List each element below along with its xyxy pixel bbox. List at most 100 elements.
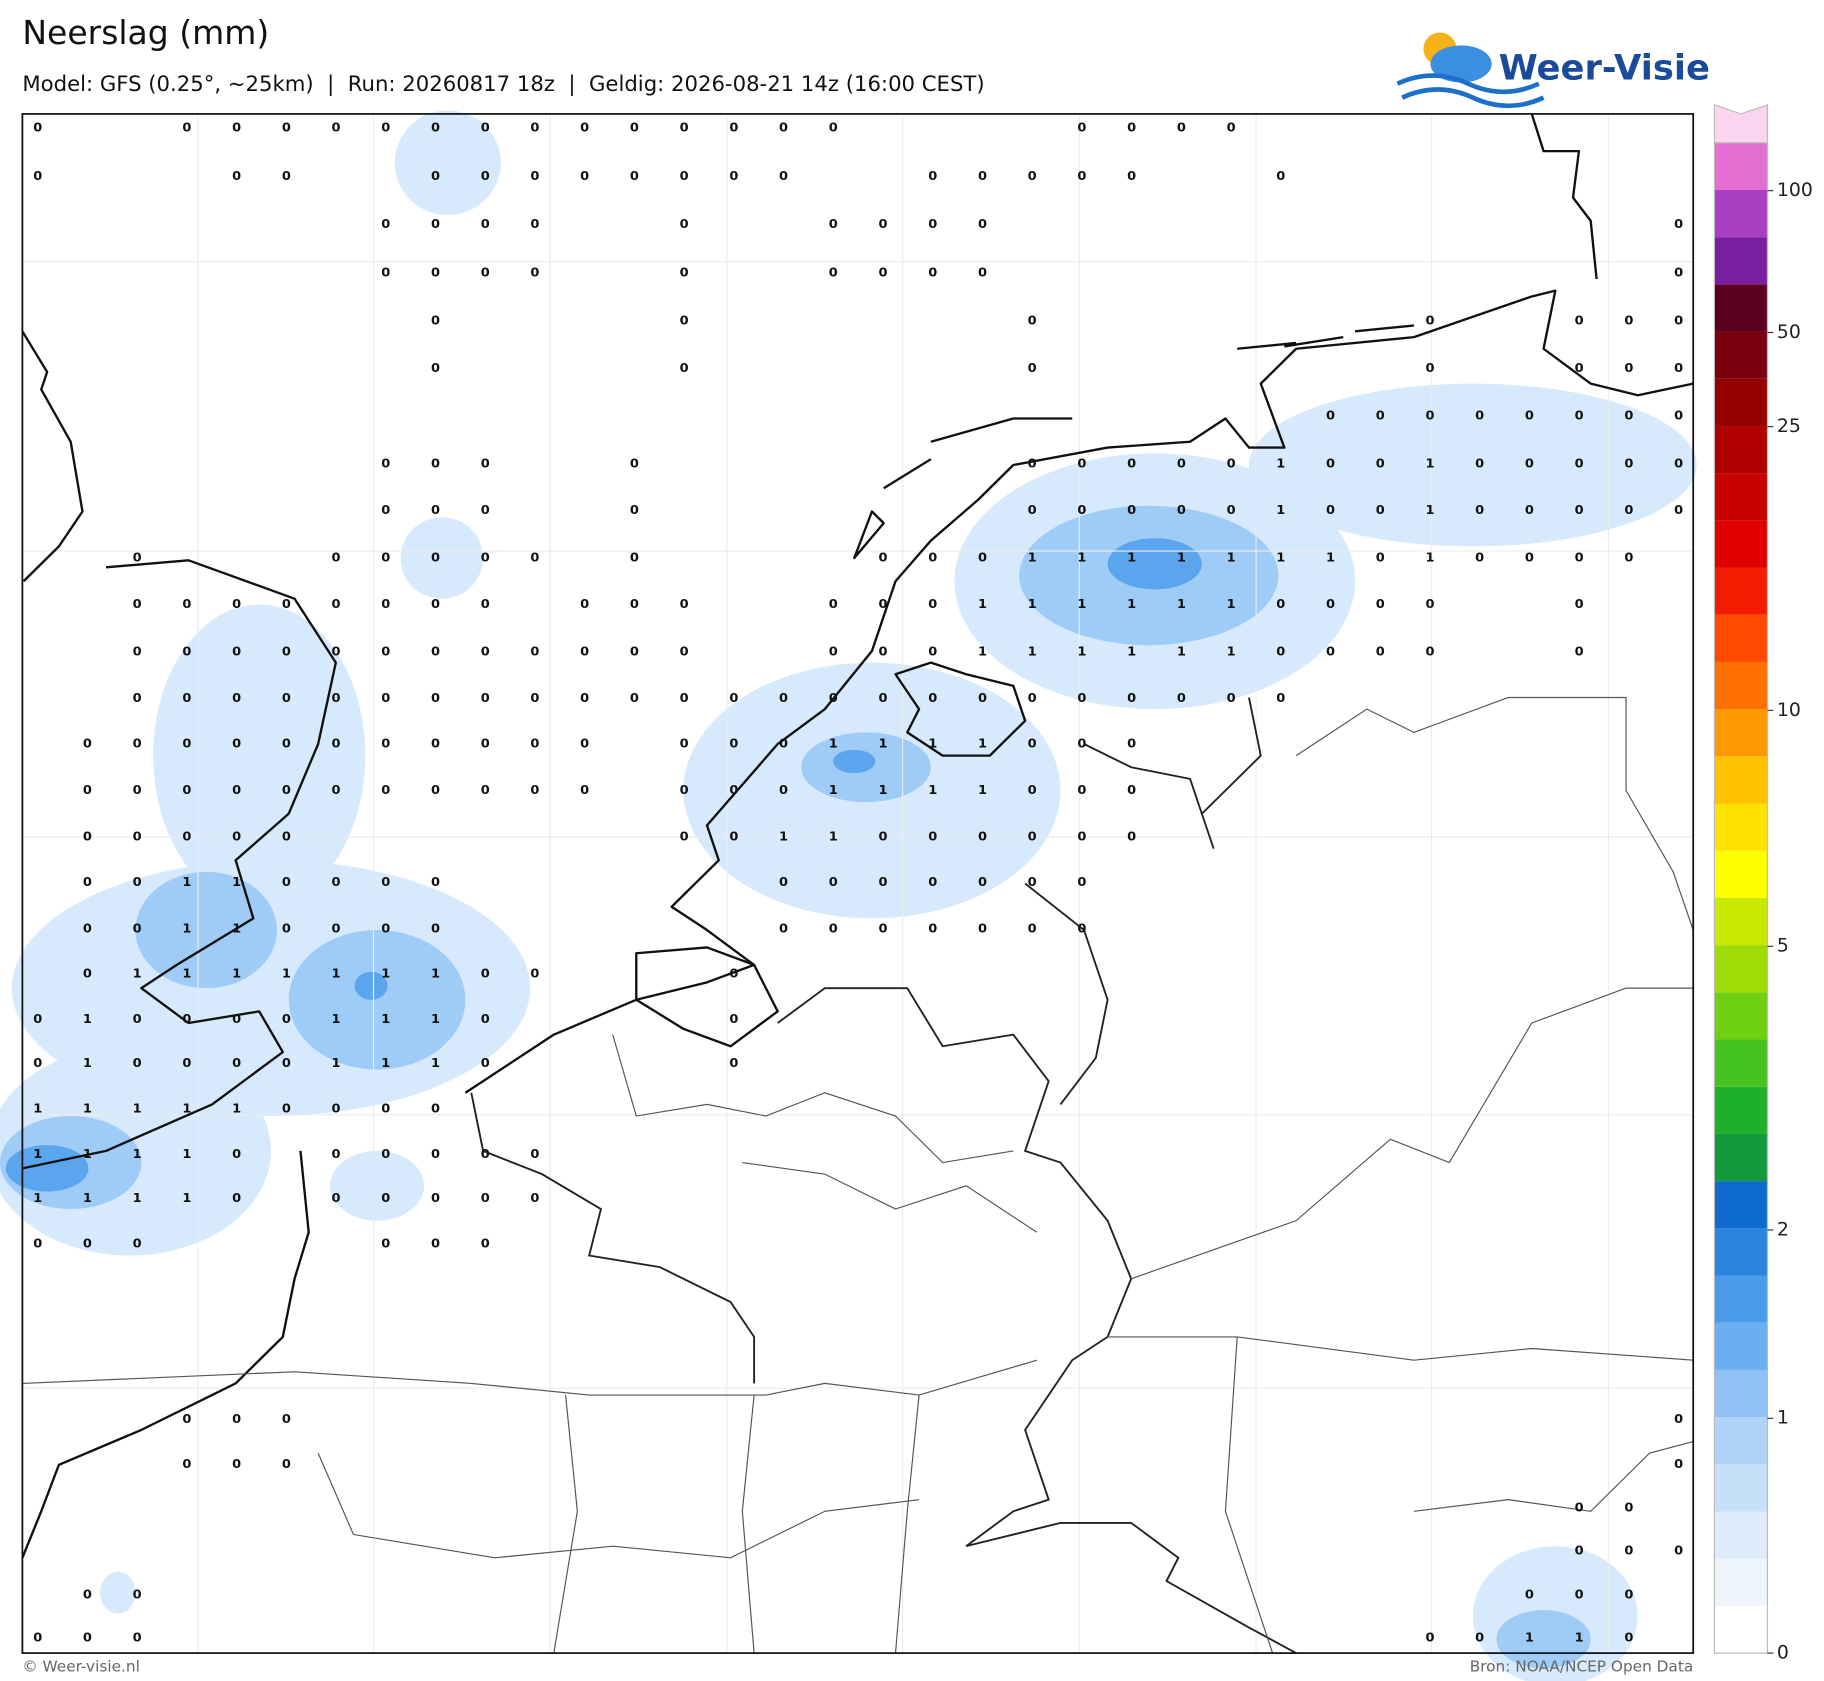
precip-value: 0 — [729, 737, 738, 752]
precip-value: 1 — [1127, 645, 1136, 660]
precip-area — [354, 971, 388, 1000]
precip-value: 0 — [779, 783, 788, 798]
precip-value: 0 — [978, 217, 987, 232]
precip-value: 0 — [580, 120, 589, 135]
precip-value: 0 — [928, 551, 937, 566]
precip-value: 0 — [381, 456, 390, 471]
precip-value: 1 — [182, 921, 191, 936]
precip-value: 0 — [332, 783, 341, 798]
precip-value: 0 — [729, 830, 738, 845]
precip-value: 0 — [680, 783, 689, 798]
colorbar-segment — [1714, 189, 1768, 238]
precip-value: 0 — [133, 830, 142, 845]
precip-value: 0 — [381, 266, 390, 281]
precip-value: 0 — [1425, 361, 1434, 376]
precip-value: 1 — [1575, 1631, 1584, 1646]
precip-value: 0 — [779, 120, 788, 135]
precip-value: 1 — [1127, 551, 1136, 566]
precip-value: 0 — [33, 1056, 42, 1071]
precip-value: 0 — [282, 737, 291, 752]
precip-value: 0 — [481, 120, 490, 135]
precip-value: 0 — [879, 551, 888, 566]
logo-cloud — [1430, 45, 1492, 83]
precip-value: 1 — [1177, 597, 1186, 612]
precip-value: 1 — [182, 875, 191, 890]
precip-value: 0 — [381, 921, 390, 936]
precip-value: 0 — [1077, 503, 1086, 518]
precip-value: 0 — [1077, 921, 1086, 936]
precip-value: 0 — [381, 1236, 390, 1251]
precip-value: 0 — [431, 120, 440, 135]
precip-value: 0 — [1575, 551, 1584, 566]
colorbar-segment — [1714, 850, 1768, 898]
precip-value: 0 — [530, 967, 539, 982]
precip-value: 0 — [481, 645, 490, 660]
precip-value: 0 — [1674, 361, 1683, 376]
precip-value: 0 — [530, 1191, 539, 1206]
island-shore — [1237, 324, 1415, 350]
precip-value: 0 — [431, 1236, 440, 1251]
precip-value: 0 — [431, 737, 440, 752]
regional-borders — [22, 696, 1694, 1654]
colorbar-segment — [1714, 1275, 1768, 1323]
precip-value: 0 — [232, 783, 241, 798]
precip-value: 0 — [481, 691, 490, 706]
precip-value: 1 — [1227, 551, 1236, 566]
colorbar-segment — [1714, 614, 1768, 662]
colorbar-segment — [1714, 425, 1768, 474]
precip-value: 0 — [1624, 409, 1633, 424]
precip-value: 0 — [133, 737, 142, 752]
precip-area — [394, 110, 501, 216]
precip-value: 1 — [133, 967, 142, 982]
precip-value: 0 — [1624, 361, 1633, 376]
colorbar-segment — [1714, 756, 1768, 804]
precip-value: 0 — [779, 921, 788, 936]
precip-value: 0 — [779, 691, 788, 706]
precip-value: 0 — [332, 1102, 341, 1117]
precip-value: 0 — [381, 875, 390, 890]
precip-value: 0 — [1077, 120, 1086, 135]
precip-value: 0 — [1376, 597, 1385, 612]
precip-value: 1 — [1425, 551, 1434, 566]
precip-value: 0 — [580, 737, 589, 752]
precip-value: 0 — [1624, 313, 1633, 328]
precip-value: 0 — [680, 169, 689, 184]
precip-value: 0 — [1674, 266, 1683, 281]
precip-value: 0 — [83, 830, 92, 845]
precip-value: 0 — [1177, 691, 1186, 706]
precip-value: 0 — [1624, 1543, 1633, 1558]
precip-value: 0 — [481, 737, 490, 752]
precip-value: 0 — [1227, 691, 1236, 706]
precip-value: 0 — [232, 737, 241, 752]
precip-value: 0 — [33, 169, 42, 184]
precip-value: 0 — [879, 921, 888, 936]
precip-value: 0 — [232, 1191, 241, 1206]
precip-value: 0 — [133, 783, 142, 798]
precip-value: 1 — [1276, 551, 1285, 566]
precip-value: 0 — [1575, 1500, 1584, 1515]
precip-value: 0 — [530, 551, 539, 566]
precip-value: 0 — [829, 217, 838, 232]
precip-value: 0 — [630, 645, 639, 660]
precip-value: 0 — [1227, 120, 1236, 135]
precip-value: 0 — [133, 691, 142, 706]
precip-value: 0 — [1674, 1457, 1683, 1472]
precip-value: 0 — [1624, 503, 1633, 518]
subtitle: Model: GFS (0.25°, ~25km) | Run: 2026081… — [22, 71, 984, 97]
precip-value: 0 — [630, 120, 639, 135]
precip-value: 0 — [779, 737, 788, 752]
precip-value: 0 — [580, 691, 589, 706]
precip-value: 0 — [1127, 169, 1136, 184]
precip-value: 0 — [1475, 1631, 1484, 1646]
precip-value: 0 — [133, 551, 142, 566]
precip-value: 0 — [829, 645, 838, 660]
precip-value: 0 — [978, 921, 987, 936]
precip-value: 0 — [33, 1631, 42, 1646]
precip-value: 0 — [1028, 361, 1037, 376]
precip-value: 0 — [1674, 1412, 1683, 1427]
colorbar-segment — [1714, 1228, 1768, 1276]
precip-value: 0 — [232, 1457, 241, 1472]
precip-value: 0 — [381, 1102, 390, 1117]
precip-value: 1 — [1028, 551, 1037, 566]
precip-value: 0 — [431, 645, 440, 660]
